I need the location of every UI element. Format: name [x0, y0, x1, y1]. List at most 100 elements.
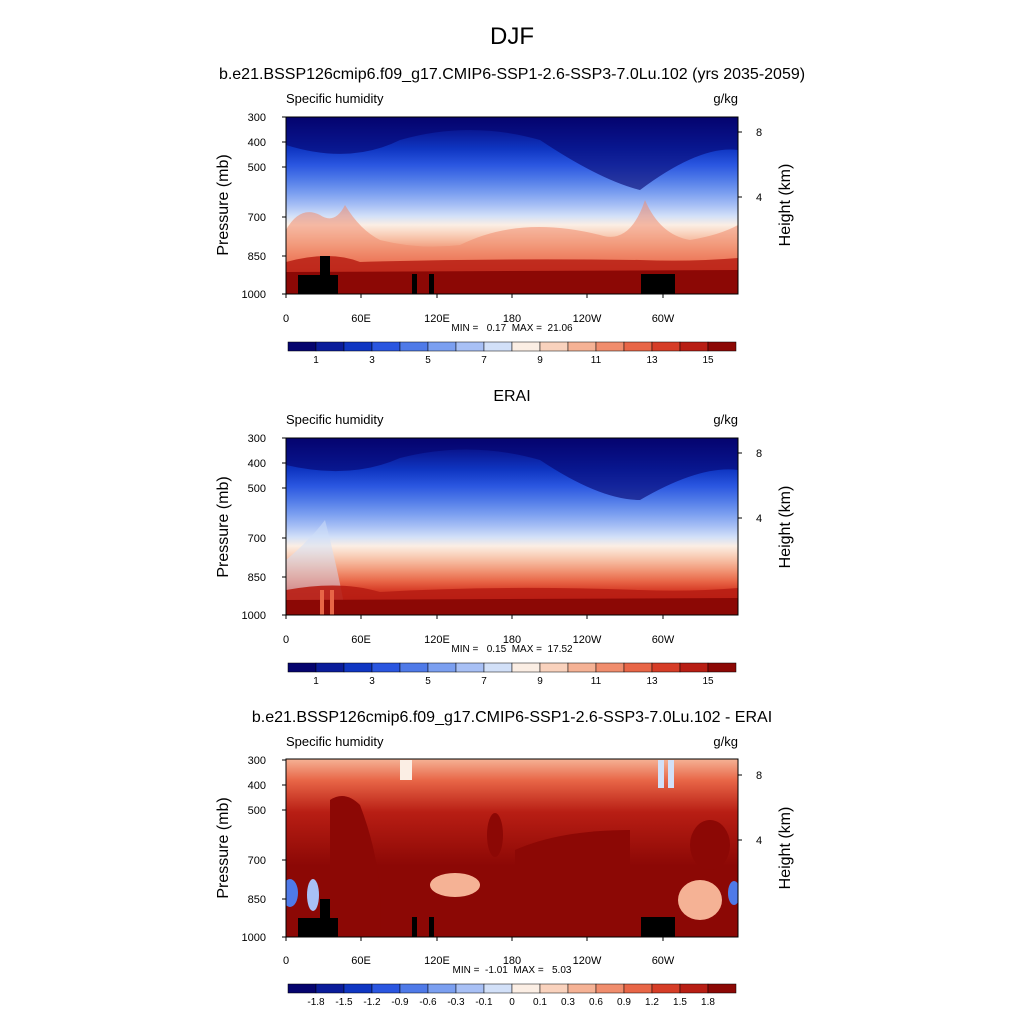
colorbar-box: [595, 983, 625, 994]
colorbar-label: 7: [481, 676, 487, 687]
colorbar-label: 11: [591, 355, 602, 366]
y-tick-label: 400: [248, 458, 266, 470]
colorbar-box: [371, 983, 401, 994]
colorbar-box: [399, 341, 429, 352]
colorbar-box: [287, 341, 317, 352]
x-tick-label: 120W: [573, 313, 602, 325]
contour-field: [286, 438, 738, 615]
x-tick-label: 0: [283, 634, 289, 646]
y-axis-right-title: Height (km): [777, 807, 794, 890]
colorbar-label: 0.1: [533, 997, 547, 1008]
colorbar-box: [483, 983, 513, 994]
colorbar-label: 1.2: [645, 997, 659, 1008]
y-tick-label: 400: [248, 137, 266, 149]
colorbar-box: [455, 983, 485, 994]
y-axis-title: Pressure (mb): [215, 797, 232, 898]
x-tick-label: 180: [503, 313, 521, 325]
colorbar-label: -1.2: [363, 997, 381, 1008]
colorbar-box: [455, 662, 485, 673]
colorbar-label: 3: [369, 676, 375, 687]
x-tick-label: 60E: [351, 313, 371, 325]
y-tick-label: 300: [248, 433, 266, 445]
colorbar-label: 11: [591, 676, 602, 687]
figure-title: DJF: [490, 23, 534, 50]
y-axis-right: Height (km) 8 4: [738, 127, 794, 246]
y-tick-label: 850: [248, 572, 266, 584]
x-tick-label: 60W: [652, 634, 675, 646]
x-tick-label: 60E: [351, 955, 371, 967]
colorbar-box: [511, 662, 541, 673]
x-tick-label: 60W: [652, 313, 675, 325]
y-axis-left: Pressure (mb) 300 400 500 700 850 1000: [215, 433, 286, 622]
y-tick-label: 1000: [242, 289, 266, 301]
units-label: g/kg: [713, 412, 738, 427]
variable-label: Specific humidity: [286, 91, 384, 106]
y-axis-right: Height (km) 8 4: [738, 770, 794, 889]
units-label: g/kg: [713, 734, 738, 749]
colorbar-box: [287, 983, 317, 994]
colorbar-label: 5: [425, 676, 431, 687]
colorbar-label: 0.3: [561, 997, 575, 1008]
colorbar-box: [343, 662, 373, 673]
x-tick-label: 120W: [573, 955, 602, 967]
y-right-tick-label: 8: [756, 770, 762, 782]
colorbar-box: [707, 662, 737, 673]
colorbar-box: [371, 341, 401, 352]
panel-title: ERAI: [493, 388, 530, 405]
colorbar-box: [343, 983, 373, 994]
colorbar-label: 13: [646, 676, 658, 687]
y-right-tick-label: 8: [756, 127, 762, 139]
colorbar-box: [707, 983, 737, 994]
colorbar-label: 1.5: [673, 997, 687, 1008]
panel-difference: b.e21.BSSP126cmip6.f09_g17.CMIP6-SSP1-2.…: [215, 709, 794, 1008]
colorbar-box: [511, 341, 541, 352]
x-tick-label: 120E: [424, 955, 450, 967]
y-tick-label: 850: [248, 251, 266, 263]
y-tick-label: 1000: [242, 610, 266, 622]
y-axis-right-title: Height (km): [777, 164, 794, 247]
y-axis-right-title: Height (km): [777, 486, 794, 569]
units-label: g/kg: [713, 91, 738, 106]
min-max-stats: MIN = -1.01 MAX = 5.03: [453, 965, 572, 976]
y-tick-label: 700: [248, 212, 266, 224]
colorbar-box: [427, 341, 457, 352]
colorbar-box: [315, 983, 345, 994]
y-tick-label: 300: [248, 112, 266, 124]
colorbar-box: [595, 662, 625, 673]
contour-field: [286, 759, 738, 937]
colorbar-label: -0.3: [447, 997, 465, 1008]
colorbar-box: [455, 341, 485, 352]
x-tick-label: 0: [283, 955, 289, 967]
y-ticks: 300 400 500 700 850 1000: [242, 112, 286, 301]
x-tick-label: 180: [503, 955, 521, 967]
colorbar-box: [427, 662, 457, 673]
topography-mask: [298, 256, 675, 294]
colorbar-box: [651, 662, 681, 673]
y-tick-label: 400: [248, 780, 266, 792]
colorbar-label: -1.5: [335, 997, 353, 1008]
colorbar-box: [399, 983, 429, 994]
y-tick-label: 700: [248, 533, 266, 545]
min-max-stats: MIN = 0.15 MAX = 17.52: [451, 644, 573, 655]
colorbar-label: 5: [425, 355, 431, 366]
colorbar-box: [651, 983, 681, 994]
colorbar-label: 0.9: [617, 997, 631, 1008]
colorbar-box: [567, 662, 597, 673]
panel-title: b.e21.BSSP126cmip6.f09_g17.CMIP6-SSP1-2.…: [252, 709, 772, 726]
x-axis: 0 60E 120E 180 120W 60W: [283, 615, 675, 646]
colorbar-box: [679, 341, 709, 352]
y-tick-label: 500: [248, 483, 266, 495]
colorbar-box: [287, 662, 317, 673]
x-tick-label: 120W: [573, 634, 602, 646]
y-tick-label: 300: [248, 755, 266, 767]
y-right-tick-label: 4: [756, 192, 762, 204]
y-axis-title: Pressure (mb): [215, 476, 232, 577]
colorbar-box: [483, 341, 513, 352]
colorbar-box: [567, 341, 597, 352]
colorbar-label: -1.8: [307, 997, 325, 1008]
variable-label: Specific humidity: [286, 412, 384, 427]
x-tick-label: 60E: [351, 634, 371, 646]
colorbar-label: 3: [369, 355, 375, 366]
colorbar-label: 0.6: [589, 997, 603, 1008]
x-tick-label: 120E: [424, 634, 450, 646]
